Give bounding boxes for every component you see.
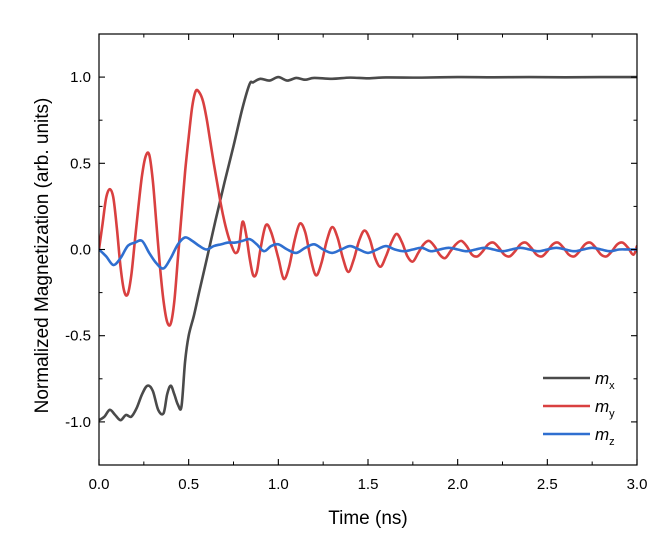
x-tick-label: 3.0 — [627, 476, 648, 493]
y-tick-label: -1.0 — [65, 414, 91, 431]
axis-ticks — [98, 33, 638, 466]
x-tick-label: 1.0 — [268, 476, 289, 493]
legend: mx my mz — [543, 369, 615, 448]
series-line-my — [99, 88, 637, 327]
y-tick-label: 1.0 — [70, 69, 91, 86]
x-tick-label: 1.5 — [358, 476, 379, 493]
y-axis-title: Normalized Magnetization (arb. units) — [32, 98, 53, 414]
legend-label-mz: mz — [595, 425, 615, 448]
legend-label-mx: mx — [595, 369, 615, 392]
x-tick-label: 0.0 — [89, 476, 110, 493]
series-line-mx — [99, 75, 637, 422]
legend-label-my: my — [595, 397, 615, 420]
tick-labels: 0.0 0.5 1.0 1.5 2.0 2.5 3.0 -1.0 -0.5 0.0 0.5 1.0 — [65, 69, 647, 493]
series-line-mz — [99, 236, 637, 270]
y-tick-label: -0.5 — [65, 328, 91, 345]
x-tick-label: 2.5 — [537, 476, 558, 493]
plot-lines — [99, 75, 637, 422]
y-tick-label: 0.0 — [70, 242, 91, 259]
x-axis-title: Time (ns) — [328, 508, 408, 529]
x-tick-label: 2.0 — [447, 476, 468, 493]
y-tick-label: 0.5 — [70, 155, 91, 172]
x-tick-label: 0.5 — [178, 476, 199, 493]
